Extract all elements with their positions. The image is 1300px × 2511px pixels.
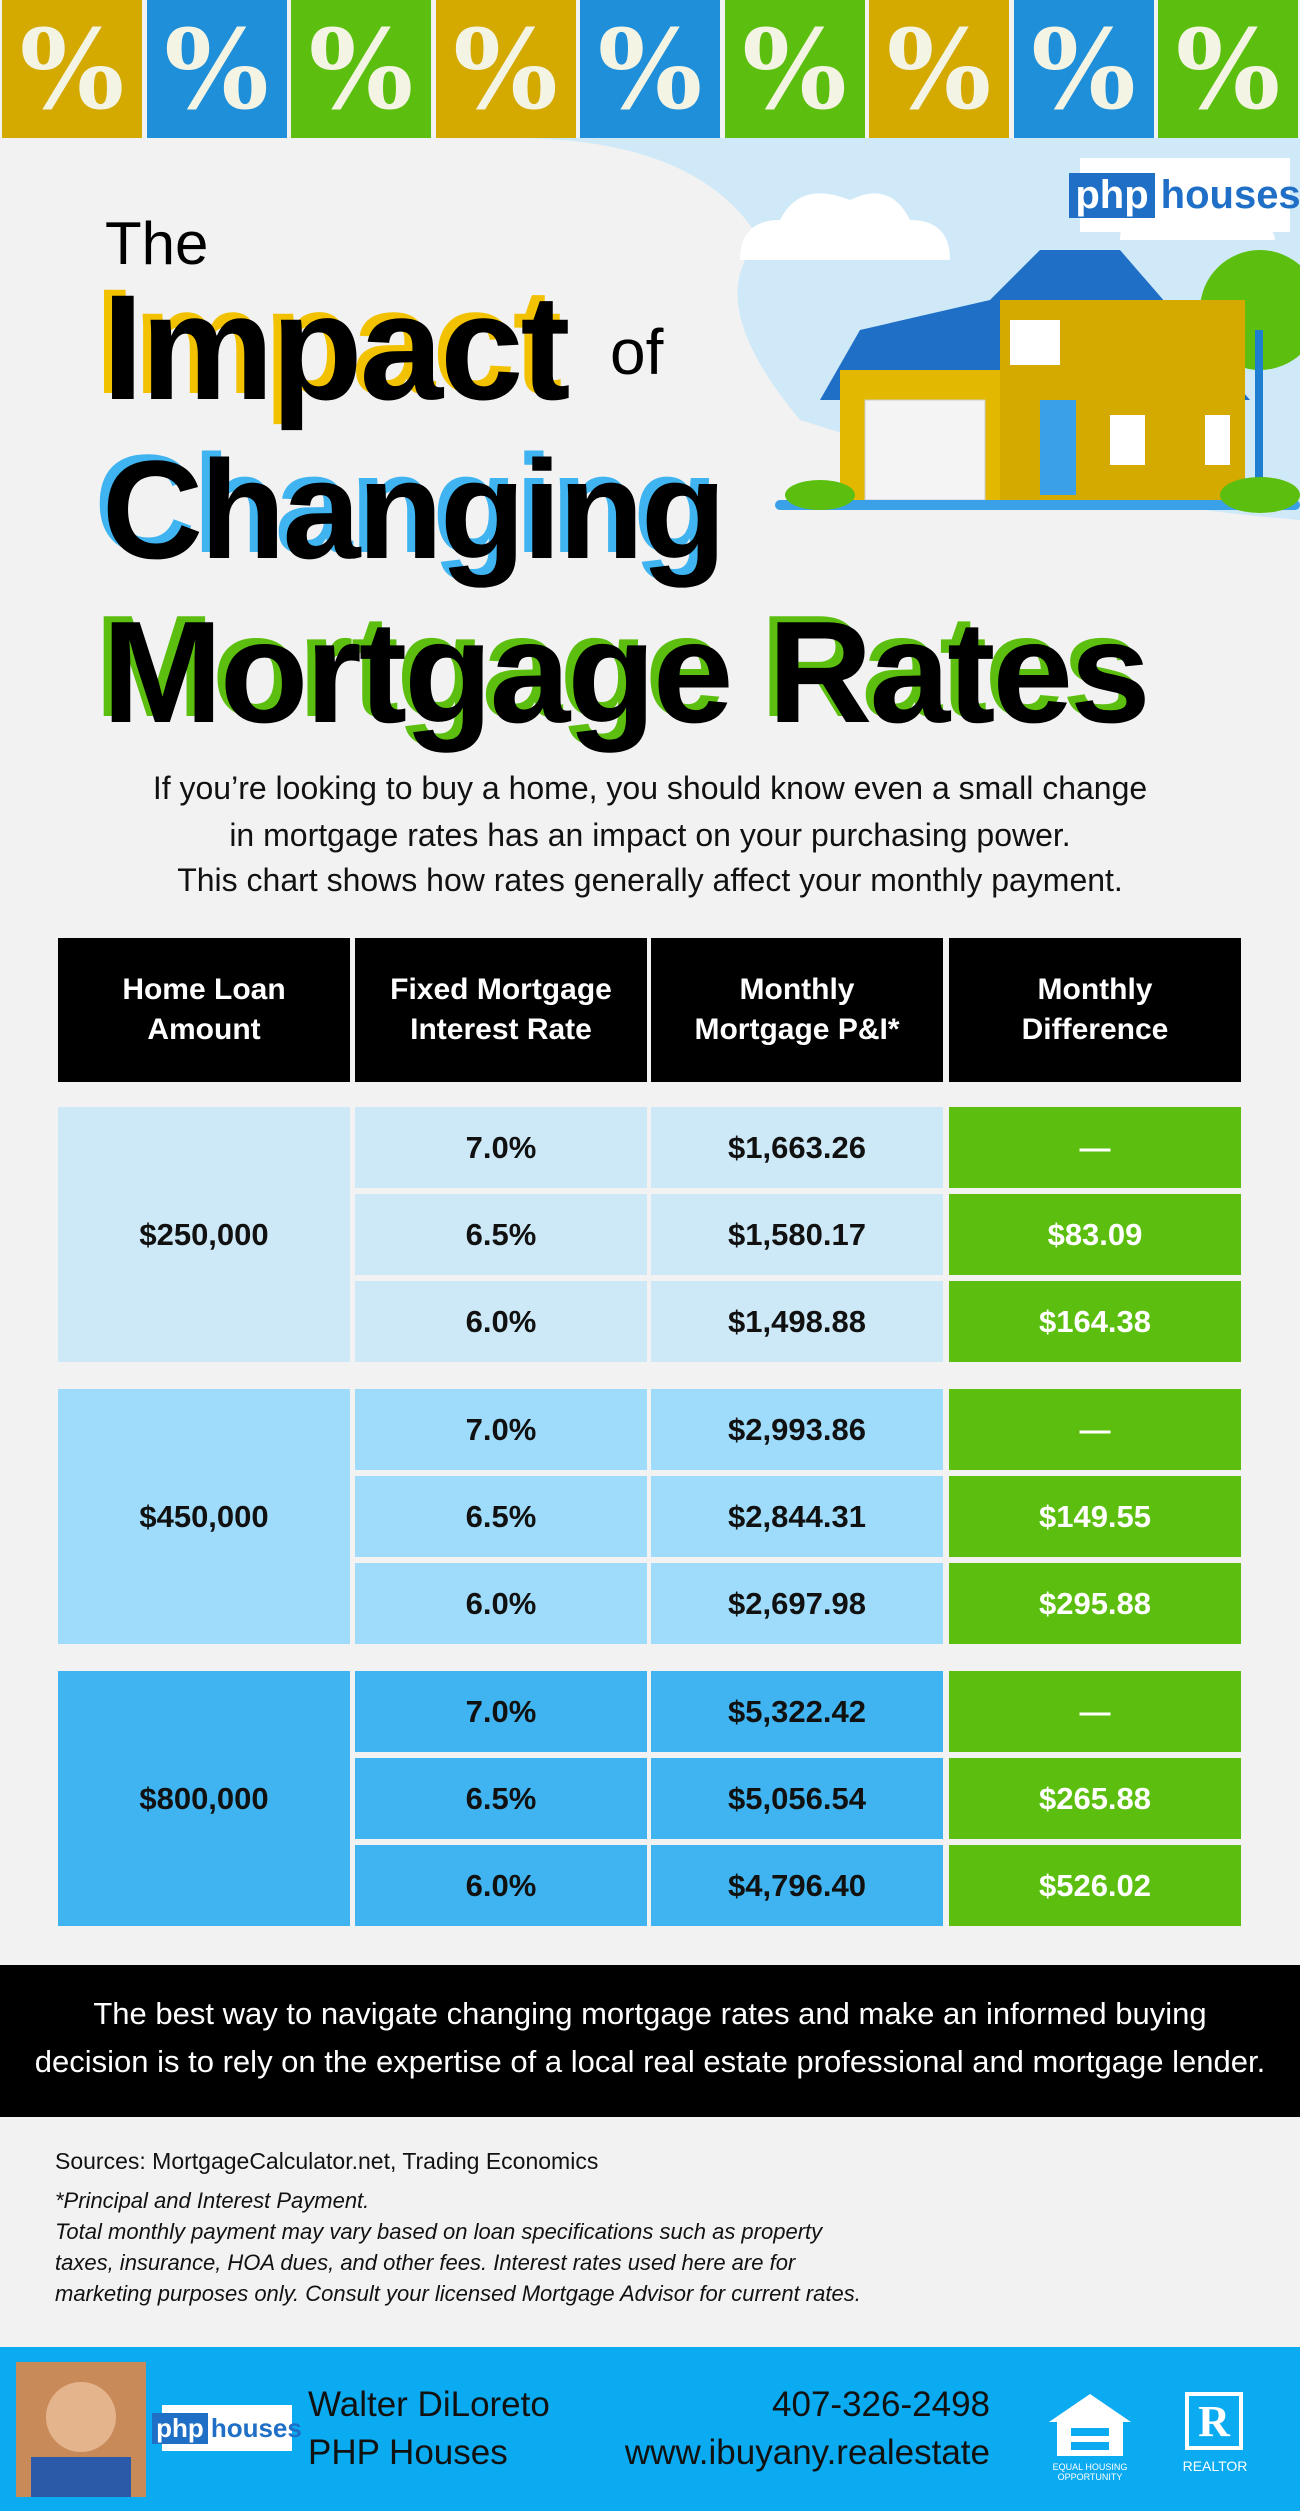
payment-cell: $1,498.88 bbox=[651, 1281, 943, 1362]
title-rates: Mortgage Rates bbox=[102, 591, 1151, 753]
header-text: Interest Rate bbox=[410, 1013, 592, 1046]
payment-cell: $5,056.54 bbox=[651, 1758, 943, 1839]
header-text: Fixed Mortgage bbox=[390, 972, 612, 1006]
ground bbox=[775, 500, 1300, 510]
callout-band bbox=[0, 1965, 1300, 2117]
header-cell: Monthly Difference bbox=[949, 938, 1241, 1082]
intro-line: This chart shows how rates generally aff… bbox=[177, 862, 1123, 898]
difference-cell: — bbox=[949, 1671, 1241, 1752]
callout-line: decision is to rely on the expertise of … bbox=[34, 2044, 1266, 2079]
bush bbox=[785, 480, 855, 510]
footnote-line: marketing purposes only. Consult your li… bbox=[55, 2281, 861, 2306]
bush bbox=[1220, 477, 1300, 513]
banner-tile: % bbox=[724, 0, 865, 138]
payment-cell: $2,993.86 bbox=[651, 1389, 943, 1470]
payment-cell: $1,663.26 bbox=[651, 1107, 943, 1188]
title-of: of bbox=[610, 316, 664, 388]
payment-cell: $2,844.31 bbox=[651, 1476, 943, 1557]
tree-trunk bbox=[1255, 330, 1263, 490]
intro-line: in mortgage rates has an impact on your … bbox=[229, 817, 1071, 853]
realtor-icon: R bbox=[1185, 2392, 1243, 2450]
header-cell: Monthly Mortgage P&I* bbox=[651, 938, 943, 1082]
banner-tile: % bbox=[580, 0, 720, 138]
rate-cell: 7.0% bbox=[355, 1671, 647, 1752]
footer-logo: php houses bbox=[152, 2405, 302, 2451]
sources: Sources: MortgageCalculator.net, Trading… bbox=[55, 2148, 599, 2174]
window bbox=[1110, 415, 1145, 465]
rate-cell: 6.0% bbox=[355, 1845, 647, 1926]
amount-cell: $250,000 bbox=[58, 1107, 350, 1362]
title-the: The bbox=[105, 210, 209, 277]
difference-cell: $265.88 bbox=[949, 1758, 1241, 1839]
difference-cell: — bbox=[949, 1107, 1241, 1188]
header-cell: Fixed Mortgage Interest Rate bbox=[355, 938, 647, 1082]
realtor-text: REALTOR bbox=[1182, 2458, 1248, 2474]
banner-tile: % bbox=[869, 0, 1009, 138]
header-text: Monthly bbox=[1037, 972, 1153, 1006]
footnote-line: Total monthly payment may vary based on … bbox=[55, 2219, 823, 2244]
agent-website: www.ibuyany.realestate bbox=[624, 2433, 990, 2472]
agent-photo bbox=[16, 2362, 146, 2497]
door bbox=[1040, 400, 1076, 495]
payment-cell: $2,697.98 bbox=[651, 1563, 943, 1644]
title-changing: Changing bbox=[102, 431, 726, 588]
payment-cell: $1,580.17 bbox=[651, 1194, 943, 1275]
illustration bbox=[520, 138, 1300, 520]
footnote-line: taxes, insurance, HOA dues, and other fe… bbox=[55, 2250, 796, 2275]
agent-name: Walter DiLoreto bbox=[308, 2385, 550, 2424]
equal-housing-icon bbox=[1049, 2394, 1131, 2456]
header-text: Amount bbox=[147, 1013, 261, 1046]
header-text: Mortgage P&I* bbox=[694, 1013, 900, 1046]
banner-tile: % bbox=[146, 0, 287, 138]
rate-cell: 6.0% bbox=[355, 1563, 647, 1644]
header-text: Monthly bbox=[739, 972, 855, 1006]
amount-cell: $800,000 bbox=[58, 1671, 350, 1926]
rate-cell: 7.0% bbox=[355, 1389, 647, 1470]
intro-line: If you’re looking to buy a home, you sho… bbox=[152, 770, 1148, 806]
window bbox=[1205, 415, 1230, 465]
amount-cell: $450,000 bbox=[58, 1389, 350, 1644]
rate-cell: 6.5% bbox=[355, 1758, 647, 1839]
rate-cell: 6.5% bbox=[355, 1476, 647, 1557]
title-impact: Impact bbox=[102, 263, 570, 431]
difference-cell: $295.88 bbox=[949, 1563, 1241, 1644]
garage-door bbox=[864, 399, 986, 501]
banner-tile: % bbox=[291, 0, 431, 138]
rate-cell: 7.0% bbox=[355, 1107, 647, 1188]
footnote-line: *Principal and Interest Payment. bbox=[55, 2188, 370, 2213]
logo-php: php bbox=[1069, 172, 1155, 218]
difference-cell: $83.09 bbox=[949, 1194, 1241, 1275]
cloud bbox=[740, 193, 950, 260]
rate-cell: 6.5% bbox=[355, 1194, 647, 1275]
logo-php: php bbox=[152, 2412, 208, 2444]
agent-phone: 407-326-2498 bbox=[772, 2385, 990, 2424]
equal-housing-text: EQUAL HOUSING OPPORTUNITY bbox=[1052, 2462, 1128, 2482]
payment-cell: $5,322.42 bbox=[651, 1671, 943, 1752]
banner-tile: % bbox=[1013, 0, 1154, 138]
callout-line: The best way to navigate changing mortga… bbox=[93, 1996, 1207, 2031]
agent-company: PHP Houses bbox=[308, 2433, 508, 2472]
banner-tile: % bbox=[2, 0, 142, 138]
logo-houses: houses bbox=[1160, 172, 1300, 217]
header-text: Home Loan bbox=[122, 972, 286, 1006]
banner-tile: % bbox=[435, 0, 576, 138]
window bbox=[1010, 320, 1060, 365]
header-cell: Home Loan Amount bbox=[58, 938, 350, 1082]
difference-cell: — bbox=[949, 1389, 1241, 1470]
rate-cell: 6.0% bbox=[355, 1281, 647, 1362]
difference-cell: $164.38 bbox=[949, 1281, 1241, 1362]
difference-cell: $149.55 bbox=[949, 1476, 1241, 1557]
banner-tile: % bbox=[1158, 0, 1298, 138]
header-text: Difference bbox=[1021, 1013, 1169, 1046]
payment-cell: $4,796.40 bbox=[651, 1845, 943, 1926]
logo: php houses bbox=[1069, 158, 1300, 232]
difference-cell: $526.02 bbox=[949, 1845, 1241, 1926]
logo-houses: houses bbox=[210, 2412, 302, 2443]
